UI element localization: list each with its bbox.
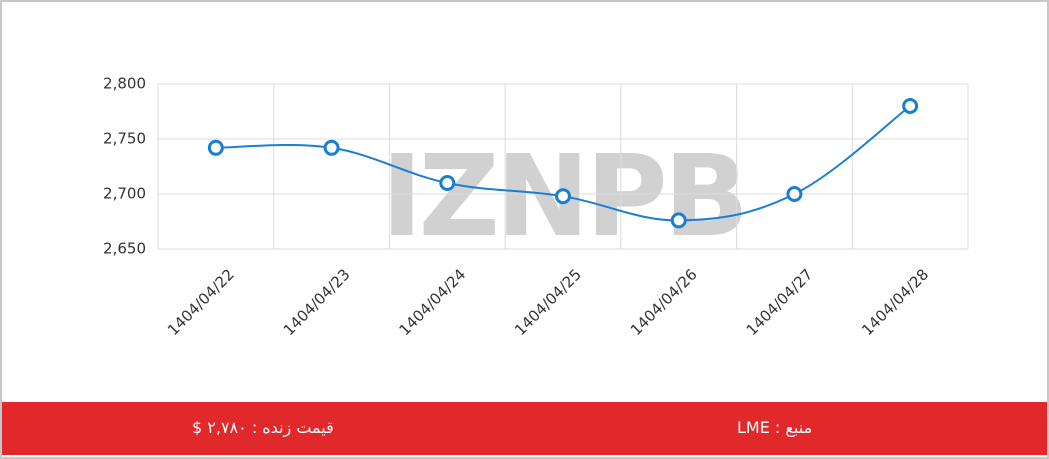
point — [555, 188, 571, 205]
source: منبع : LME — [737, 418, 813, 437]
footer: قیمت زنده : ۲,۷۸۰ $ منبع : LME — [2, 402, 1047, 455]
x-tick-label: 1404/04/27 — [743, 265, 817, 339]
point — [323, 139, 340, 156]
point — [670, 212, 687, 229]
y-tick-label: 2,650 — [103, 240, 146, 258]
y-tick-label: 2,750 — [103, 130, 146, 148]
live-price: قیمت زنده : ۲,۷۸۰ $ — [192, 418, 334, 437]
x-tick-label: 1404/04/24 — [395, 265, 469, 339]
x-tick-label: 1404/04/22 — [164, 265, 238, 339]
x-tick-label: 1404/04/25 — [511, 265, 585, 339]
x-tick-label: 1404/04/26 — [627, 265, 701, 339]
point — [207, 139, 224, 156]
point — [439, 175, 456, 191]
x-tick-label: 1404/04/23 — [280, 265, 354, 339]
y-tick-label: 2,800 — [103, 75, 146, 93]
x-tick-label: 1404/04/28 — [858, 265, 932, 339]
point — [902, 98, 919, 114]
point — [786, 186, 803, 202]
y-tick-label: 2,700 — [103, 185, 146, 203]
